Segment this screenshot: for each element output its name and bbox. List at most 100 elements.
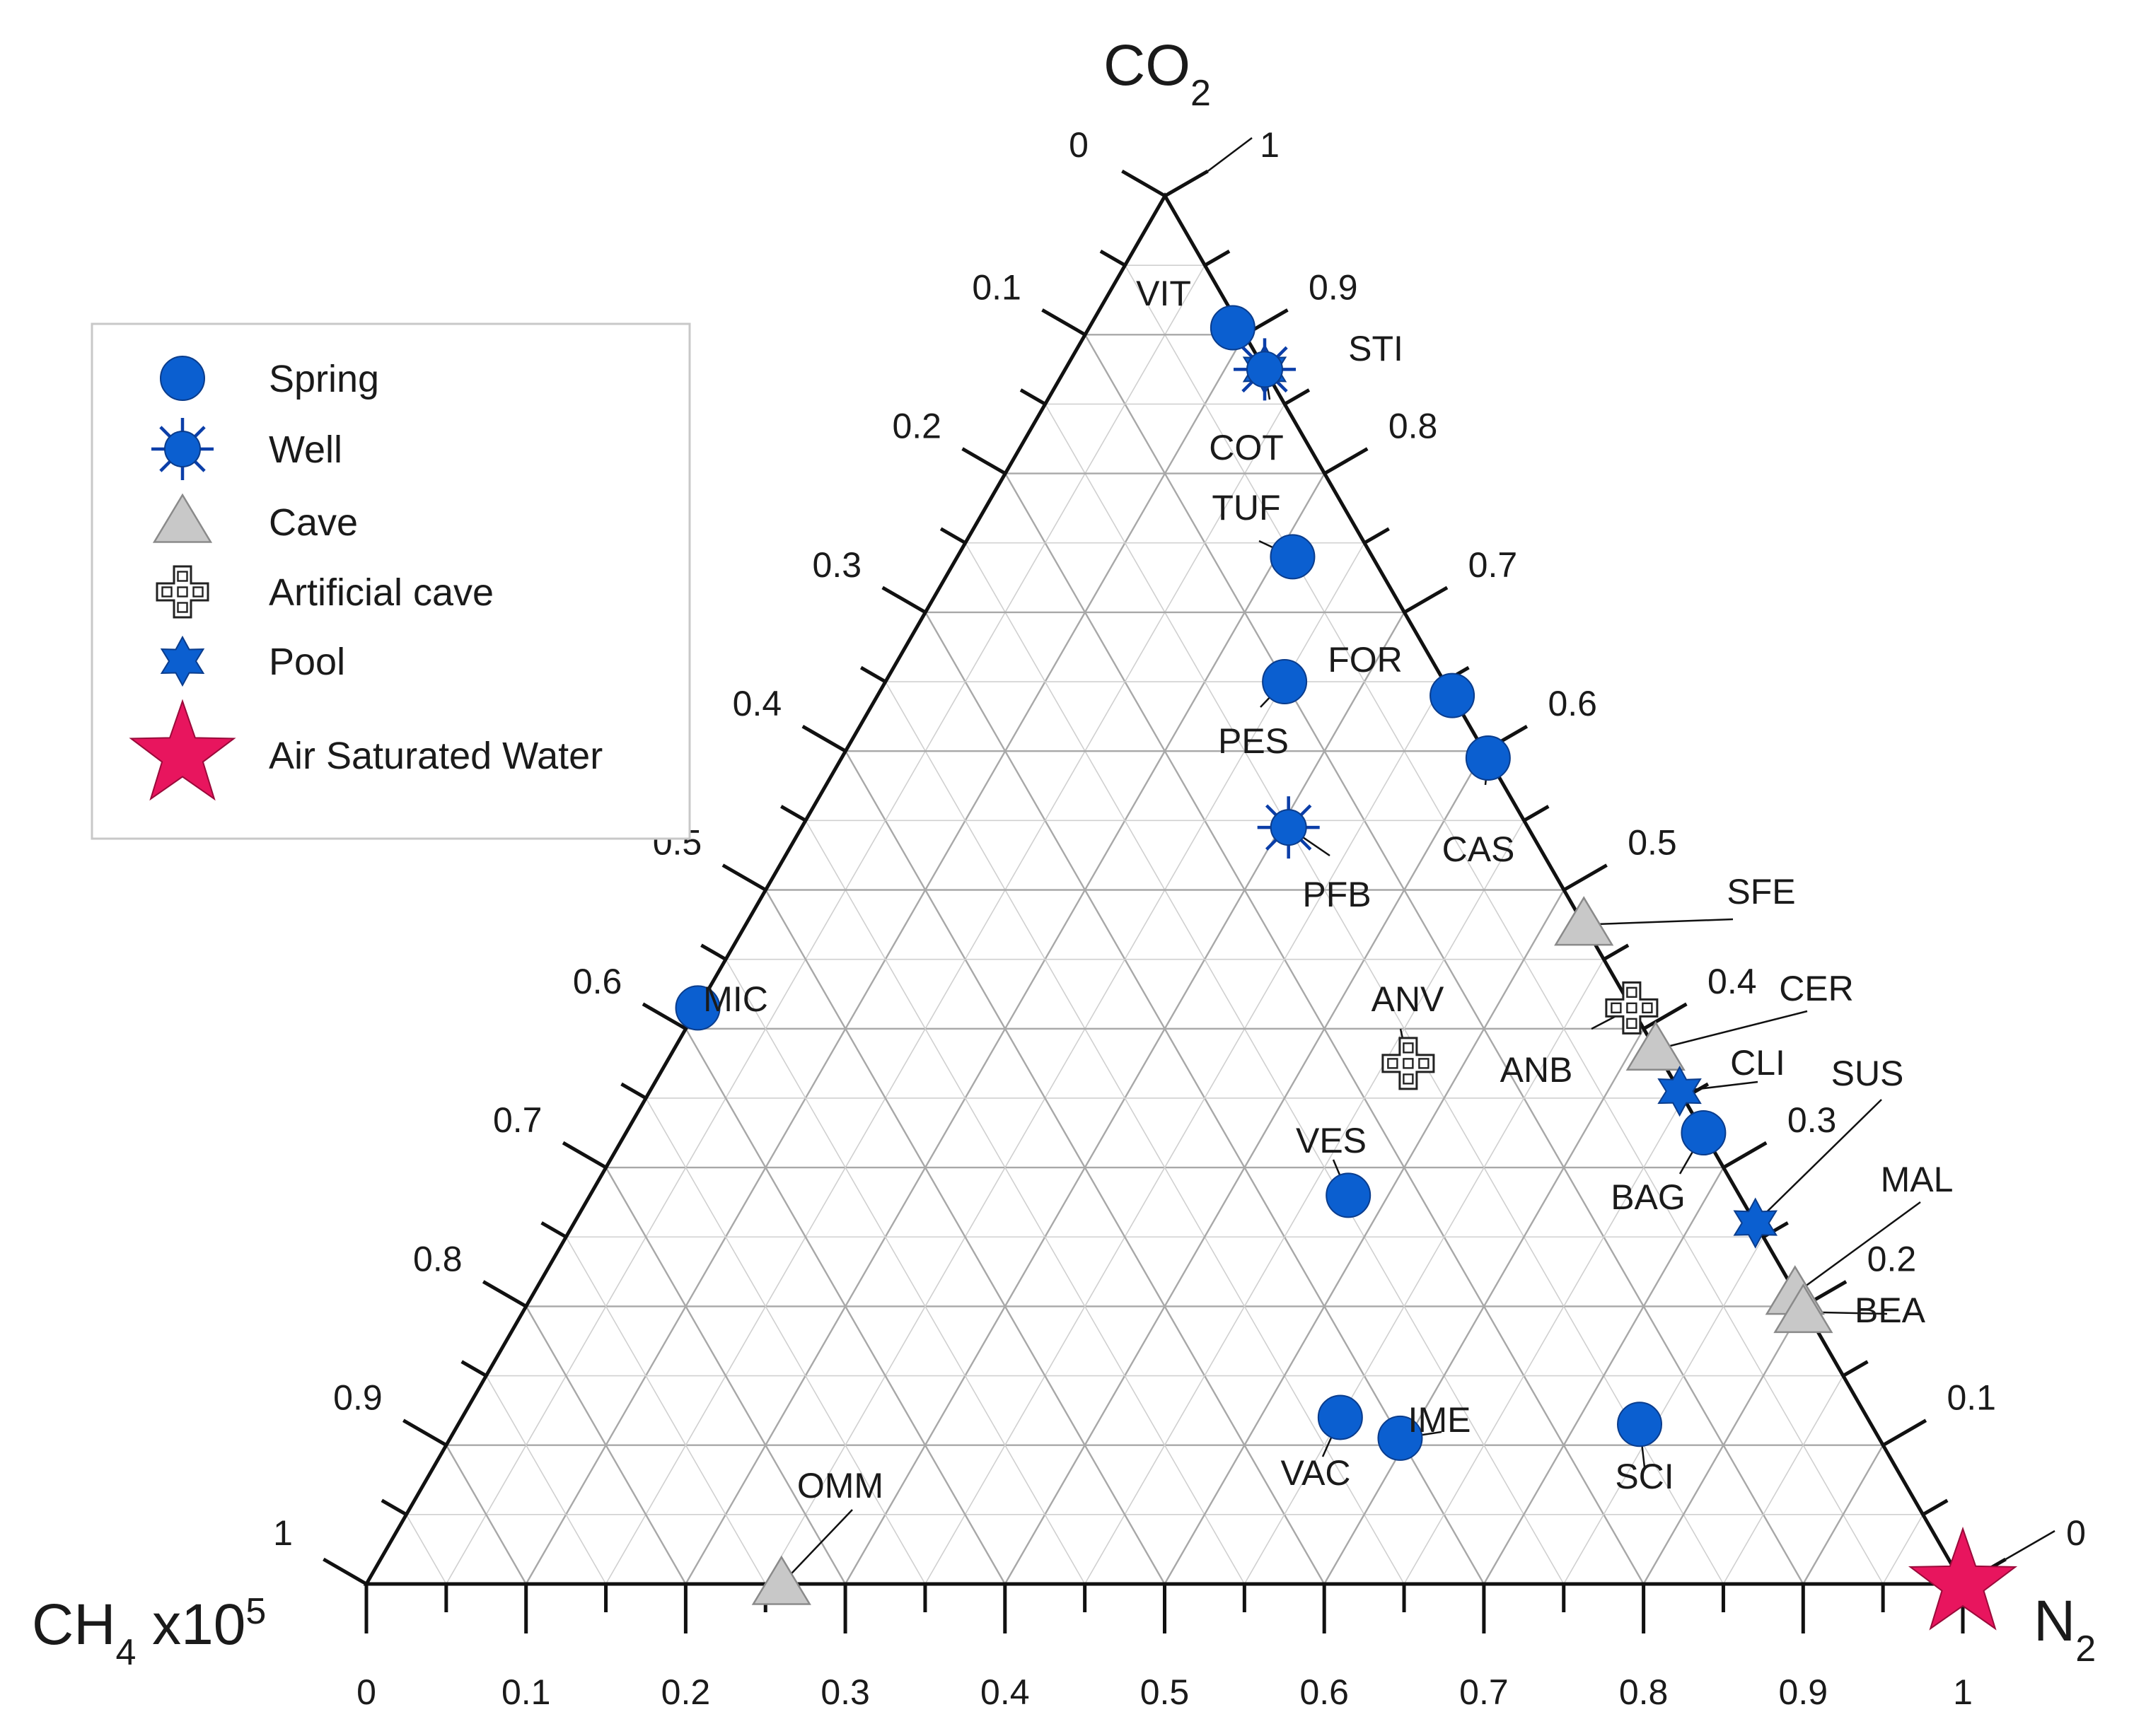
- left-tick: [801, 725, 847, 753]
- left-tick-label: 0.7: [493, 1100, 543, 1140]
- left-tick: [1041, 308, 1086, 337]
- left-tick-label: 0: [1069, 125, 1089, 165]
- label-ves: VES: [1296, 1121, 1367, 1160]
- left-tick-label: 0.1: [972, 267, 1021, 307]
- marker-cot: [1234, 338, 1296, 401]
- grid-line: [1483, 1167, 1724, 1585]
- marker-sfe-shape: [1554, 896, 1614, 946]
- bottom-tick-label: 0.6: [1299, 1672, 1349, 1712]
- legend-marker-pool: [160, 635, 205, 687]
- vertex-label-ch4: CH4 x105: [32, 1591, 266, 1673]
- left-tick: [562, 1141, 607, 1170]
- right-tick-label: 0.8: [1388, 407, 1438, 446]
- marker-anv-inner: [1387, 1058, 1398, 1069]
- right-tick: [1603, 943, 1630, 961]
- grid-line: [765, 542, 1365, 1585]
- label-mic: MIC: [703, 979, 768, 1019]
- marker-for: [1430, 672, 1475, 718]
- left-tick: [881, 586, 927, 614]
- left-tick-label: 0.4: [733, 684, 782, 723]
- right-tick: [1204, 249, 1231, 267]
- label-vit: VIT: [1136, 274, 1191, 313]
- label-sus: SUS: [1831, 1054, 1904, 1093]
- left-tick: [402, 1418, 448, 1447]
- legend-label-cave: Cave: [269, 501, 358, 544]
- marker-vac: [1317, 1394, 1363, 1440]
- marker-ime: [1377, 1415, 1423, 1461]
- grid-line: [1124, 264, 1884, 1585]
- marker-vac-shape: [1317, 1394, 1363, 1440]
- label-cot: COT: [1209, 428, 1284, 467]
- marker-anv-inner: [1403, 1073, 1414, 1085]
- left-tick: [961, 447, 1007, 475]
- right-tick: [1642, 1002, 1688, 1030]
- marker-sus: [1733, 1197, 1778, 1249]
- marker-sci-shape: [1617, 1402, 1663, 1447]
- left-tick: [721, 863, 767, 892]
- left-tick: [620, 1082, 647, 1100]
- leader-omm: [780, 1509, 853, 1585]
- marker-ves-shape: [1326, 1172, 1372, 1218]
- left-tick-label: 0.8: [413, 1239, 463, 1278]
- right-tick-label: 0.9: [1309, 267, 1358, 307]
- grid-line: [525, 1305, 687, 1585]
- label-anb: ANB: [1500, 1050, 1573, 1090]
- bottom-tick-label: 0.7: [1459, 1672, 1509, 1712]
- marker-anb-inner: [1611, 1002, 1622, 1014]
- marker-anb-inner: [1626, 1018, 1637, 1030]
- grid-line: [605, 404, 1285, 1585]
- marker-pes: [1262, 659, 1308, 705]
- grid-line: [446, 264, 1206, 1585]
- label-cli: CLI: [1730, 1043, 1785, 1083]
- left-tick: [323, 1557, 368, 1586]
- grid-line: [1642, 1305, 1804, 1585]
- marker-sci: [1617, 1402, 1663, 1447]
- left-tick: [381, 1498, 407, 1517]
- left-tick-label: 0.3: [813, 545, 862, 585]
- legend-marker-air-saturated-water: [129, 699, 236, 801]
- legend-marker-artificial-cave-inner: [177, 602, 188, 613]
- marker-anv-inner: [1403, 1058, 1414, 1069]
- grid-line: [965, 542, 1565, 1585]
- left-tick: [700, 943, 727, 961]
- legend-marker-artificial-cave-inner: [177, 571, 188, 582]
- grid-line: [885, 681, 1405, 1585]
- grid-line: [405, 1514, 447, 1585]
- right-tick: [1842, 1360, 1869, 1377]
- marker-cli: [1657, 1065, 1702, 1117]
- label-mal: MAL: [1881, 1160, 1954, 1199]
- left-tick-label: 1: [273, 1513, 293, 1553]
- marker-cot-shape: [1246, 351, 1283, 388]
- right-tick-label: 0.1: [1947, 1378, 1996, 1418]
- marker-cas: [1465, 735, 1511, 781]
- legend-marker-well: [151, 418, 214, 480]
- legend-marker-well-shape: [164, 431, 201, 467]
- legend-label-air-saturated-water: Air Saturated Water: [269, 735, 603, 777]
- marker-pfb: [1257, 796, 1320, 859]
- grid-line: [685, 1028, 1006, 1585]
- right-tick: [1283, 388, 1311, 406]
- marker-ime-shape: [1377, 1415, 1423, 1461]
- marker-for-shape: [1430, 672, 1475, 718]
- marker-air-saturated-water: [1908, 1526, 2018, 1631]
- label-anv: ANV: [1372, 979, 1444, 1019]
- left-tick-label: 0.9: [333, 1378, 383, 1418]
- marker-omm: [751, 1555, 811, 1605]
- legend: Spring Well Cave Artificial cave Pool Air Sat…: [91, 322, 691, 840]
- grid-line: [445, 1445, 527, 1585]
- marker-bag-shape: [1681, 1110, 1727, 1156]
- grid-line: [1044, 404, 1724, 1585]
- marker-vit: [1210, 305, 1256, 351]
- legend-label-spring: Spring: [269, 358, 379, 400]
- marker-sus-shape: [1733, 1197, 1778, 1249]
- label-pes: PES: [1218, 721, 1289, 761]
- right-tick-label: 0.4: [1707, 962, 1757, 1001]
- marker-anb-inner: [1626, 1002, 1637, 1014]
- leader-sus: [1754, 1099, 1882, 1224]
- grid-line: [1722, 1375, 1844, 1585]
- label-sci: SCI: [1615, 1457, 1674, 1496]
- grid-line: [1084, 820, 1525, 1585]
- right-tick: [1562, 863, 1608, 892]
- marker-anb-inner: [1642, 1002, 1653, 1014]
- label-tuf: TUF: [1212, 488, 1280, 528]
